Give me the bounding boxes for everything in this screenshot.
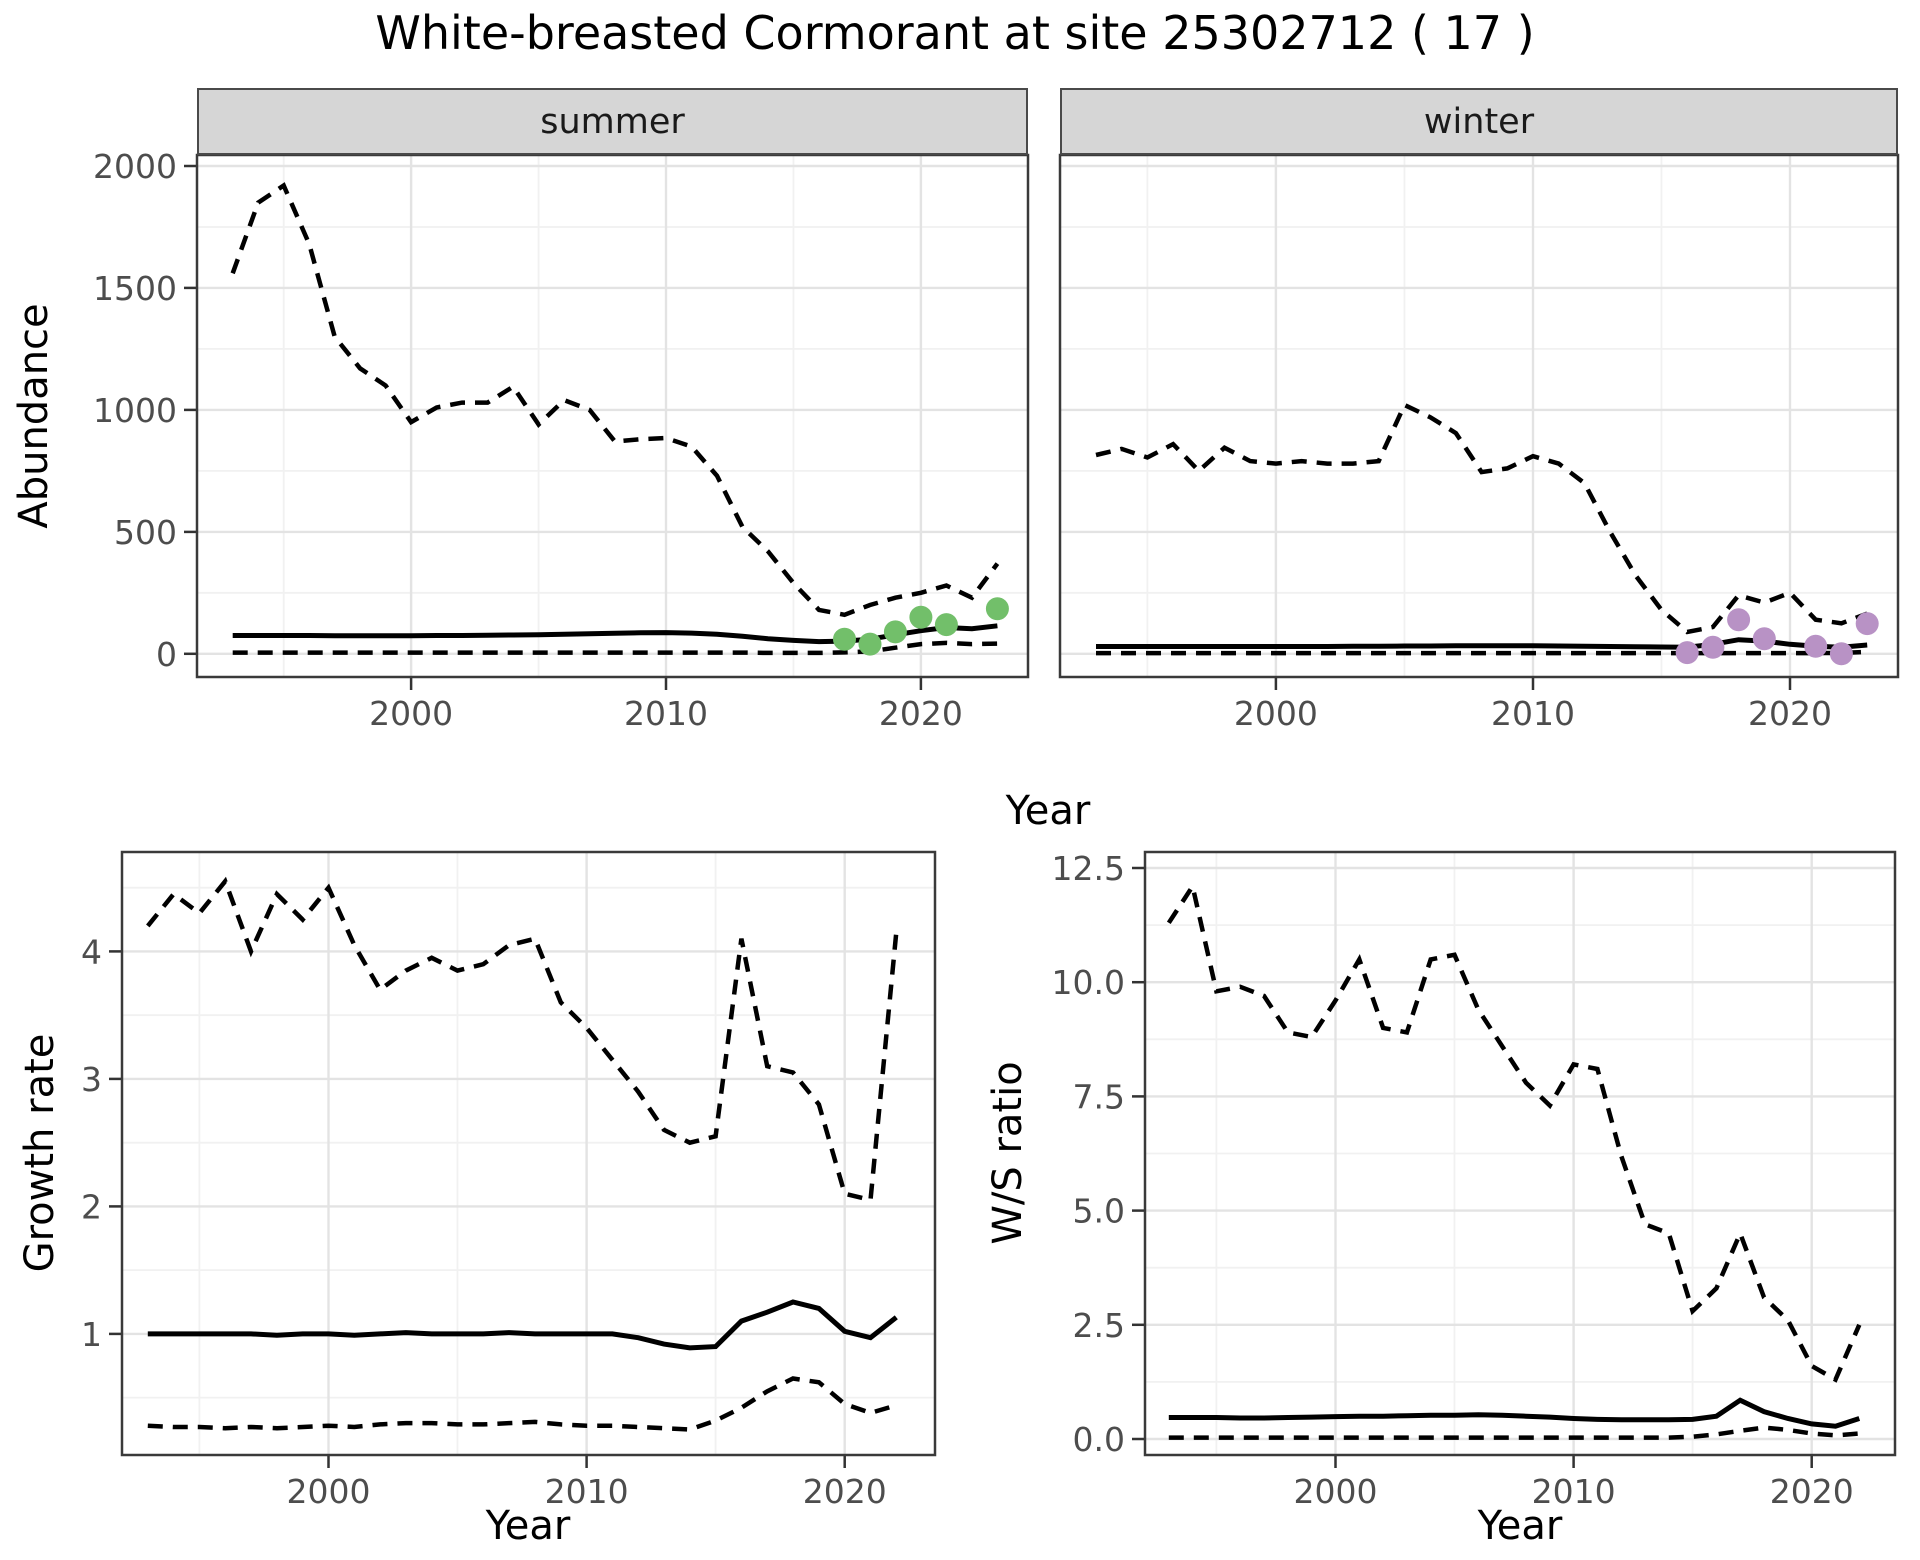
- x-tick-label: 2010: [1491, 694, 1575, 733]
- y-tick-label: 1500: [93, 269, 177, 308]
- growth-rate-upper-ci-line: [146, 876, 899, 1203]
- observation-point: [934, 613, 958, 637]
- facet-label-winter: winter: [1423, 101, 1535, 142]
- x-tick-label: 2020: [803, 1472, 887, 1511]
- panel-border: [120, 850, 937, 1457]
- series-group: [230, 182, 1009, 656]
- x-axis-label-year-ws: Year: [1477, 1503, 1563, 1549]
- y-tick-label: 1000: [93, 391, 177, 430]
- observation-point: [883, 620, 907, 644]
- x-tick-label: 2000: [369, 694, 453, 733]
- panel-winter-abundance: 2000 2010 2020: [1058, 153, 1900, 733]
- y-tick-label: 3: [81, 1060, 102, 1099]
- series-group: [146, 876, 899, 1432]
- x-tick-label: 2010: [545, 1472, 629, 1511]
- panel-border: [1143, 850, 1897, 1457]
- y-tick-label: 2000: [93, 147, 177, 186]
- summer-abundance-mean-line: [232, 623, 998, 645]
- x-tick-label: 2000: [287, 1472, 371, 1511]
- y-tick-label: 7.5: [1073, 1077, 1125, 1116]
- x-tick-label: 2000: [1234, 694, 1318, 733]
- observation-point: [1675, 641, 1699, 665]
- panel-growth-rate: 2000 2010 2020 1 2 3 4: [81, 850, 937, 1511]
- series-group: [1166, 880, 1862, 1440]
- y-axis-label-ws-ratio: W/S ratio: [985, 1061, 1031, 1245]
- ws-ratio-lower-ci-line: [1168, 1425, 1860, 1440]
- y-tick-label: 1: [81, 1315, 102, 1354]
- panel-border: [195, 153, 1030, 679]
- x-axis-label-year-top: Year: [1005, 788, 1091, 834]
- chart-title: White-breasted Cormorant at site 2530271…: [375, 6, 1535, 60]
- facet-strip-winter: winter: [1060, 88, 1898, 155]
- facet-label-summer: summer: [540, 101, 685, 142]
- y-tick-label: 5.0: [1073, 1192, 1125, 1231]
- y-tick-label: 0.0: [1073, 1420, 1125, 1459]
- ws-ratio-mean-line: [1168, 1397, 1861, 1429]
- winter-abundance-upper-ci-line: [1095, 401, 1868, 635]
- winter-abundance-mean-line: [1096, 637, 1868, 650]
- observation-point: [1752, 627, 1776, 651]
- facet-strip-summer: summer: [197, 88, 1028, 155]
- growth-rate-lower-ci-line: [147, 1376, 897, 1432]
- observation-point: [1804, 634, 1828, 658]
- y-tick-label: 0: [156, 635, 177, 674]
- x-tick-label: 2000: [1294, 1472, 1378, 1511]
- y-tick-label: 10.0: [1052, 963, 1125, 1002]
- panel-border: [1058, 153, 1900, 679]
- x-tick-label: 2010: [624, 694, 708, 733]
- summer-abundance-lower-ci-line: [232, 640, 998, 656]
- ws-ratio-upper-ci-line: [1166, 880, 1862, 1383]
- observation-point: [833, 627, 856, 651]
- y-tick-label: 2.5: [1073, 1306, 1125, 1345]
- x-axis-label-year-growth: Year: [485, 1503, 571, 1549]
- observation-point: [985, 597, 1009, 621]
- observation-point: [1701, 635, 1725, 659]
- y-axis-label-abundance: Abundance: [11, 303, 57, 529]
- observation-point: [909, 605, 933, 629]
- observation-point: [1829, 642, 1853, 666]
- x-tick-label: 2010: [1532, 1472, 1616, 1511]
- y-tick-label: 4: [81, 932, 102, 971]
- winter-abundance-lower-ci-line: [1096, 649, 1868, 656]
- x-tick-label: 2020: [1748, 694, 1832, 733]
- y-tick-label: 500: [114, 513, 177, 552]
- observation-point: [1855, 612, 1879, 636]
- y-axis-label-growth-rate: Growth rate: [17, 1033, 63, 1273]
- y-tick-label: 12.5: [1052, 849, 1125, 888]
- y-tick-label: 2: [81, 1187, 102, 1226]
- panel-summer-abundance: 2000 2010 2020 0 500 1000 1500 2000: [93, 147, 1030, 733]
- x-tick-label: 2020: [1770, 1472, 1854, 1511]
- observation-point: [858, 632, 882, 656]
- x-tick-label: 2020: [879, 694, 963, 733]
- series-group: [1095, 401, 1879, 666]
- observation-point: [1727, 608, 1751, 632]
- panel-ws-ratio: 2000 2010 2020 0.0 2.5 5.0 7.5 10.0 12.5: [1052, 849, 1897, 1511]
- summer-abundance-upper-ci-line: [230, 182, 1000, 618]
- growth-rate-mean-line: [147, 1299, 898, 1351]
